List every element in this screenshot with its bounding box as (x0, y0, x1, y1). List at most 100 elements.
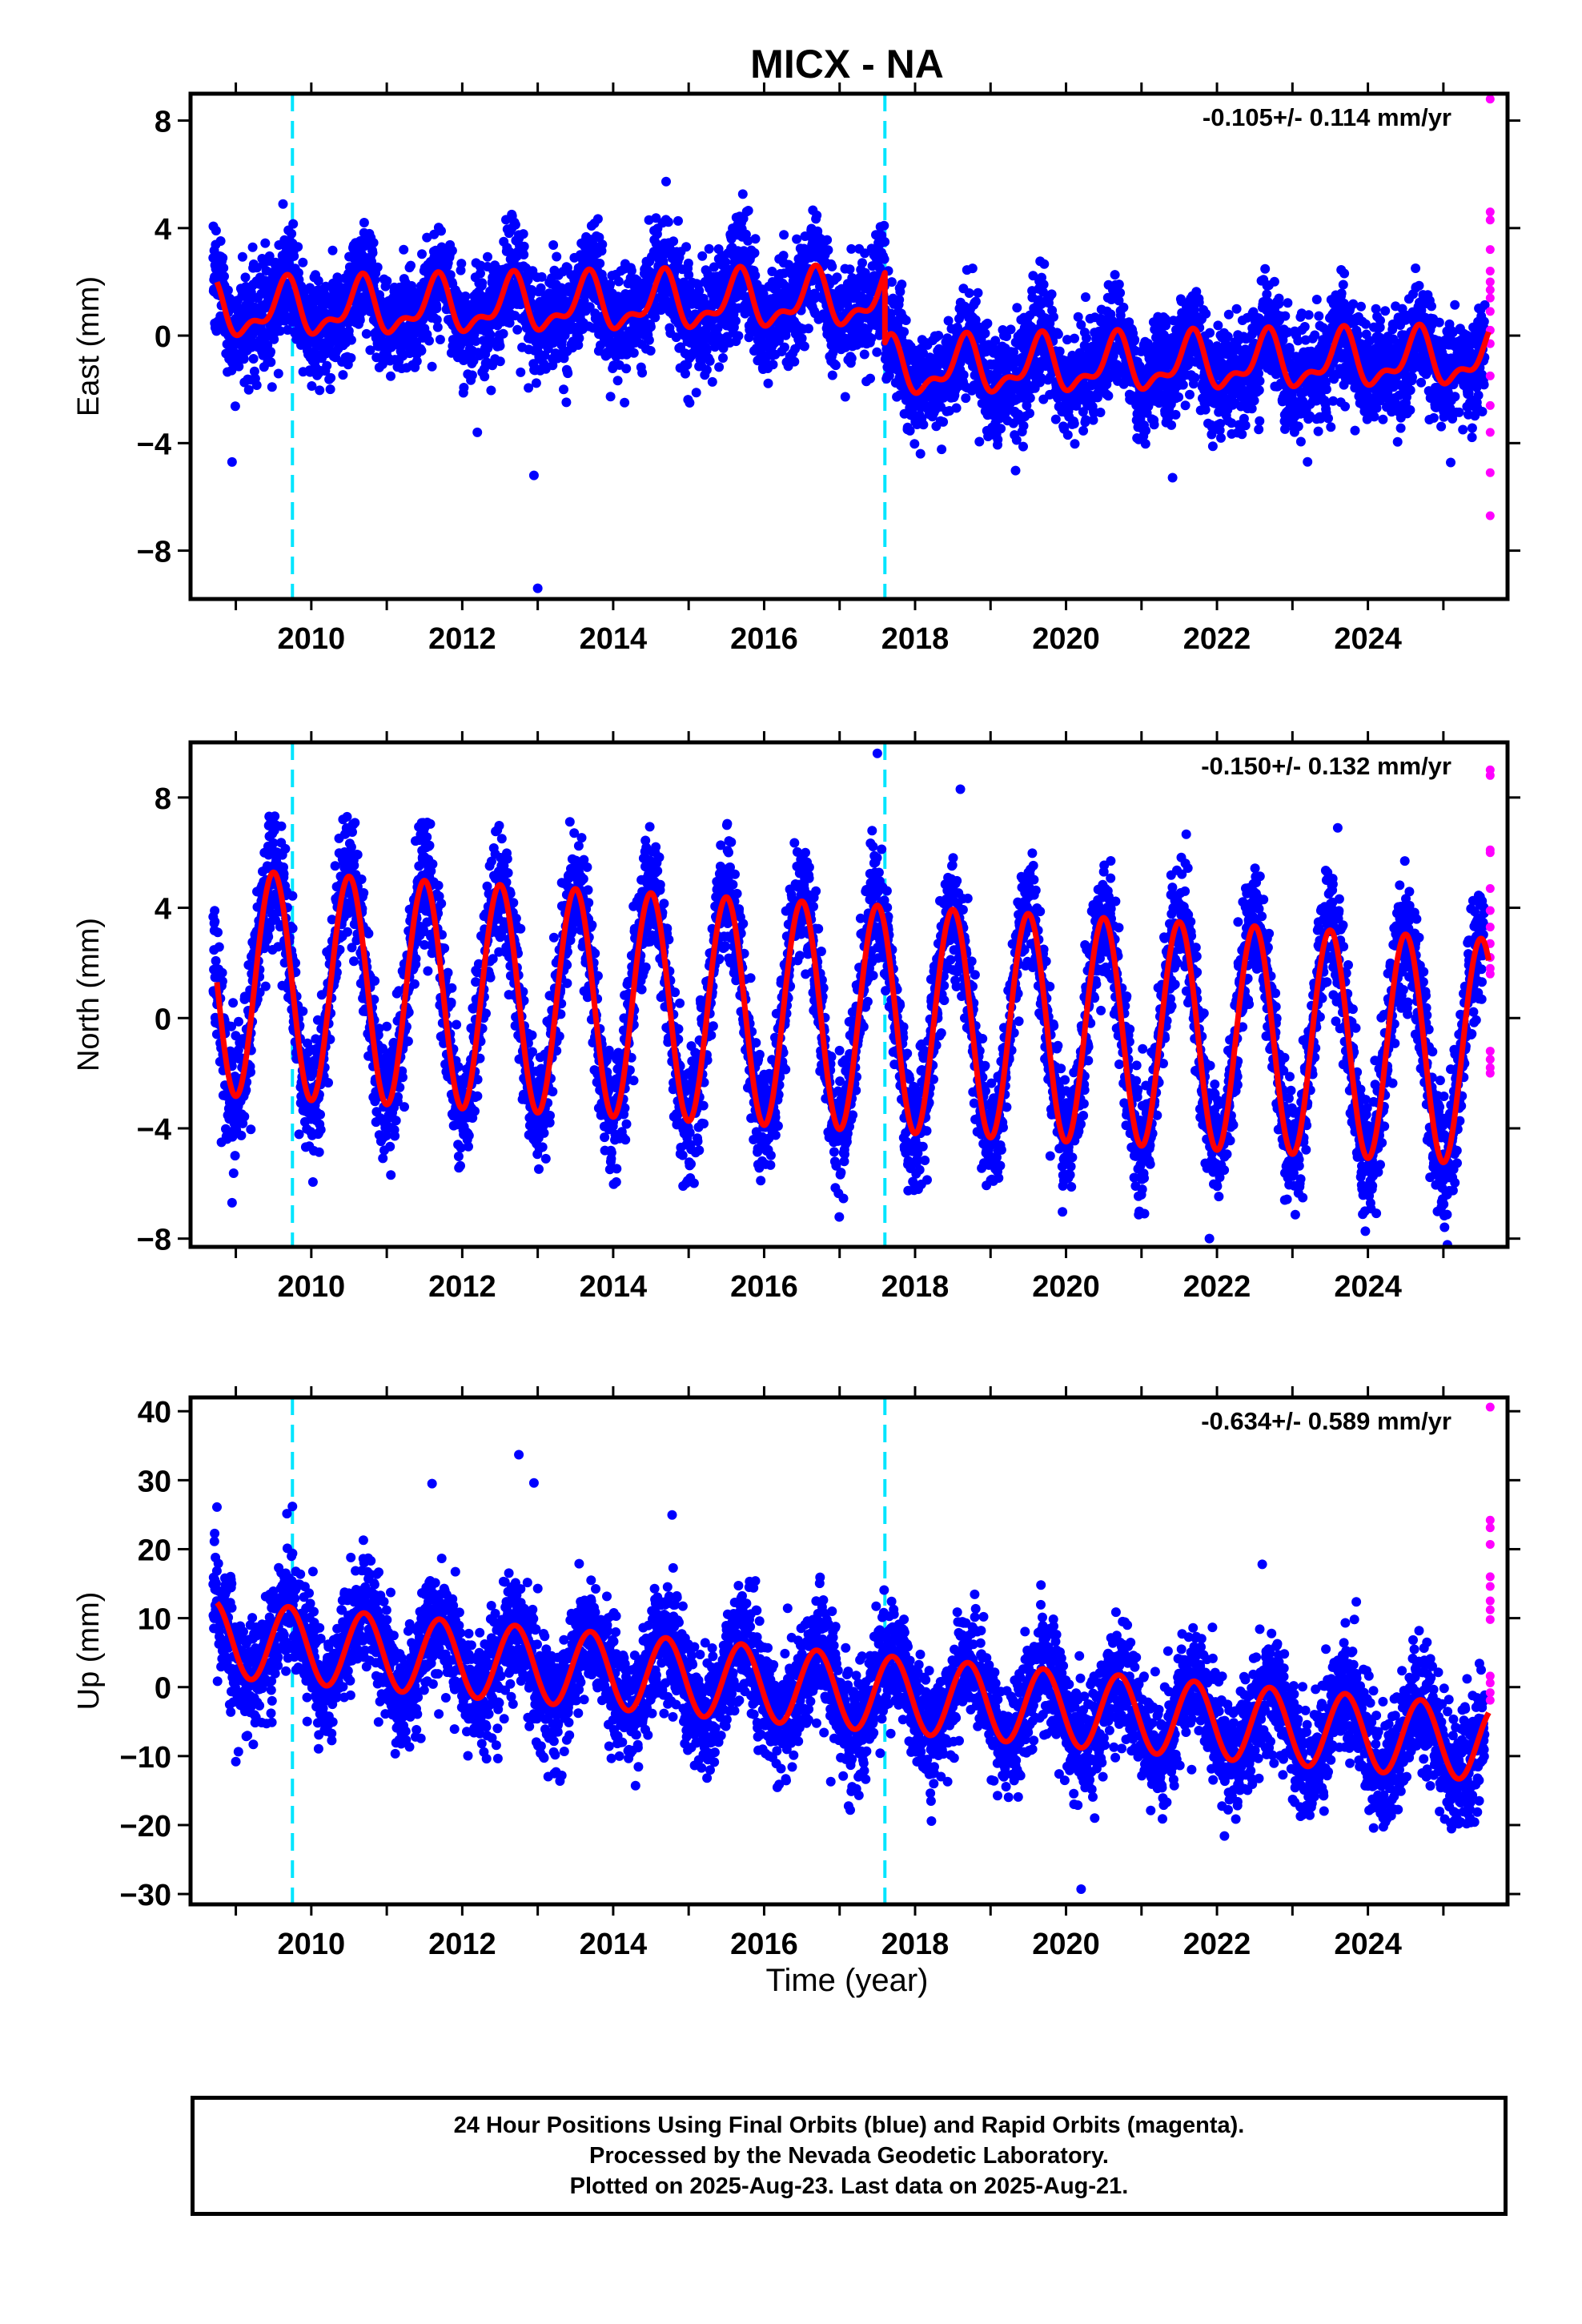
final-orbit-point (750, 271, 761, 280)
final-orbit-point (552, 251, 562, 262)
final-orbit-point (1081, 292, 1090, 302)
final-orbit-point (386, 371, 396, 381)
final-orbit-point (382, 275, 392, 286)
final-orbit-point (899, 327, 909, 337)
final-orbit-point (1170, 409, 1181, 420)
final-orbit-point (249, 366, 259, 376)
final-orbit-point (1095, 408, 1106, 417)
final-orbit-point (1283, 298, 1293, 308)
final-orbit-point (1254, 385, 1264, 396)
final-orbit-point (1223, 309, 1234, 320)
final-orbit-point (1141, 425, 1151, 436)
final-orbit-point (993, 434, 1003, 444)
final-orbit-point (644, 335, 654, 345)
final-orbit-point (1185, 389, 1195, 400)
final-orbit-point (857, 258, 867, 268)
final-orbit-point (460, 292, 471, 301)
final-orbit-point (733, 331, 744, 341)
final-orbit-point (1260, 263, 1271, 274)
final-orbit-point (1149, 420, 1159, 430)
final-orbit-point (486, 385, 496, 396)
final-orbit-point (663, 217, 673, 227)
final-orbit-point (211, 226, 221, 235)
final-orbit-point (1180, 400, 1191, 411)
final-orbit-point (298, 257, 308, 267)
final-orbit-point (865, 373, 875, 384)
final-orbit-point (1216, 432, 1226, 443)
final-orbit-point (412, 356, 422, 366)
final-orbit-point (313, 275, 323, 286)
final-orbit-point (531, 378, 541, 388)
final-orbit-point (512, 324, 523, 335)
final-orbit-point (1205, 328, 1215, 338)
final-orbit-point (218, 253, 228, 263)
final-orbit-point (621, 364, 632, 374)
final-orbit-point (416, 345, 427, 356)
final-orbit-point (519, 250, 529, 259)
final-orbit-point (822, 235, 833, 245)
final-orbit-point (307, 381, 317, 391)
final-orbit-point (1118, 302, 1129, 312)
final-orbit-point (247, 242, 258, 252)
final-orbit-point (495, 340, 505, 351)
final-orbit-point (237, 251, 247, 262)
final-orbit-point (1254, 424, 1264, 435)
final-orbit-point (859, 349, 869, 360)
final-orbit-point (424, 336, 434, 346)
final-orbit-point (485, 330, 496, 340)
final-orbit-point (518, 229, 528, 239)
final-orbit-point (559, 384, 568, 395)
final-orbit-point (1140, 439, 1150, 449)
final-orbit-point (1018, 441, 1028, 452)
final-orbit-point (749, 247, 760, 258)
final-orbit-point (934, 331, 944, 340)
final-orbit-point (897, 279, 907, 290)
final-orbit-point (637, 368, 648, 378)
final-orbit-point (1237, 429, 1247, 440)
final-orbit-point (483, 251, 492, 262)
final-orbit-point (1069, 419, 1079, 428)
final-orbit-point (1039, 259, 1050, 269)
final-orbit-point (707, 376, 717, 387)
final-orbit-point (1114, 279, 1124, 290)
final-orbit-point (1025, 408, 1034, 419)
final-orbit-point (467, 370, 477, 380)
final-orbit-point (605, 392, 616, 402)
final-orbit-point (266, 357, 276, 368)
final-orbit-point (1130, 335, 1140, 345)
final-orbit-point (561, 397, 572, 408)
final-orbit-point (1053, 329, 1063, 340)
final-orbit-point (1178, 380, 1188, 390)
final-orbit-point (901, 316, 911, 325)
final-orbit-point (704, 243, 714, 254)
final-orbit-point (267, 382, 277, 392)
final-orbit-point (1249, 396, 1259, 406)
final-orbit-point (1070, 439, 1080, 449)
final-orbit-point (1078, 425, 1089, 436)
final-orbit-point (322, 360, 332, 371)
final-orbit-point (938, 416, 949, 427)
final-orbit-point (372, 262, 383, 272)
final-orbit-point (243, 384, 254, 395)
final-orbit-point (1255, 416, 1265, 426)
final-orbit-point (495, 356, 505, 367)
final-orbit-point (365, 345, 375, 356)
final-orbit-point (827, 261, 837, 271)
final-orbit-point (436, 226, 446, 236)
final-orbit-point (215, 236, 226, 246)
final-orbit-point (516, 367, 526, 377)
final-orbit-point (510, 219, 520, 230)
final-orbit-point (1070, 333, 1079, 344)
final-orbit-point (737, 189, 748, 199)
final-orbit-point (293, 242, 303, 252)
final-orbit-point (915, 448, 926, 459)
final-orbit-point (840, 392, 850, 402)
final-orbit-point (830, 360, 841, 371)
final-orbit-point (731, 316, 741, 326)
final-orbit-point (779, 342, 789, 352)
final-orbit-point (681, 242, 692, 252)
final-orbit-point (750, 234, 761, 244)
final-orbit-point (1262, 289, 1272, 300)
final-orbit-point (691, 388, 701, 398)
